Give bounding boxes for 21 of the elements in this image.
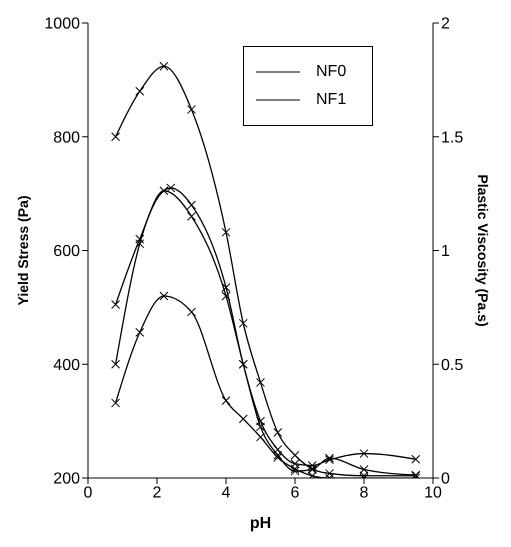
y-tick-label: 800 xyxy=(53,129,80,146)
legend-label: NF1 xyxy=(316,91,346,109)
x-tick-label: 4 xyxy=(222,484,231,502)
y-tick-label: 400 xyxy=(53,356,80,374)
y2-tick-label: 0.5 xyxy=(441,356,464,374)
y2-tick-label: 0 xyxy=(441,470,450,488)
y-tick-label: 200 xyxy=(53,470,80,488)
x-tick-label: 6 xyxy=(290,484,300,502)
y2-tick-label: 2 xyxy=(441,16,450,33)
y2-tick-label: 1 xyxy=(441,243,450,260)
y-tick-label: 600 xyxy=(53,243,80,260)
y2-axis-title: Plastic Viscosity (Pa.s) xyxy=(475,174,492,327)
y-axis-title: Yield Stress (Pa) xyxy=(14,196,31,306)
x-axis-title: pH xyxy=(250,515,272,532)
y-tick-label: 1000 xyxy=(44,16,80,33)
x-tick-label: 0 xyxy=(84,484,93,502)
x-tick-label: 8 xyxy=(360,484,369,502)
x-tick-label: 2 xyxy=(152,484,162,502)
y2-tick-label: 1.5 xyxy=(441,129,464,146)
x-tick-label: 10 xyxy=(424,484,442,502)
legend-label: NF0 xyxy=(316,63,346,81)
